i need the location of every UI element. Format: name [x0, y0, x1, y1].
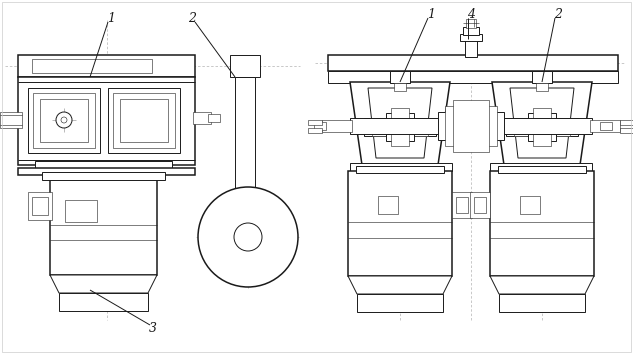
- Bar: [314, 122, 326, 130]
- Polygon shape: [368, 88, 432, 158]
- Bar: [322, 120, 352, 132]
- Bar: [32, 59, 152, 73]
- Bar: [498, 166, 586, 173]
- Bar: [308, 128, 322, 133]
- Bar: [208, 114, 220, 122]
- Bar: [386, 113, 414, 141]
- Bar: [492, 118, 592, 134]
- Bar: [32, 197, 48, 215]
- Bar: [600, 122, 612, 130]
- Bar: [328, 71, 618, 83]
- Circle shape: [234, 223, 262, 251]
- Bar: [620, 120, 633, 125]
- Polygon shape: [490, 276, 594, 294]
- Bar: [328, 55, 618, 71]
- Text: 3: 3: [149, 321, 157, 335]
- Bar: [230, 55, 260, 77]
- Circle shape: [61, 117, 67, 123]
- Bar: [528, 113, 556, 141]
- Bar: [113, 93, 175, 148]
- Bar: [235, 77, 255, 235]
- Bar: [620, 128, 633, 133]
- Bar: [452, 192, 472, 218]
- Bar: [536, 83, 548, 91]
- Bar: [42, 172, 165, 180]
- Bar: [33, 93, 95, 148]
- Bar: [40, 99, 88, 142]
- Bar: [453, 100, 489, 152]
- Bar: [35, 161, 172, 170]
- Bar: [350, 118, 450, 134]
- Polygon shape: [510, 88, 574, 158]
- Bar: [350, 163, 452, 171]
- Bar: [193, 112, 211, 124]
- Polygon shape: [492, 82, 592, 165]
- Bar: [18, 168, 195, 175]
- Bar: [506, 118, 578, 136]
- Polygon shape: [350, 82, 450, 165]
- Polygon shape: [50, 275, 157, 293]
- Circle shape: [56, 112, 72, 128]
- Bar: [520, 196, 540, 214]
- Bar: [490, 171, 594, 276]
- Bar: [490, 163, 592, 171]
- Bar: [348, 171, 452, 276]
- Bar: [532, 71, 552, 83]
- Polygon shape: [348, 276, 452, 294]
- Bar: [108, 88, 180, 153]
- Circle shape: [198, 187, 298, 287]
- Bar: [590, 120, 620, 132]
- Bar: [268, 227, 288, 247]
- Bar: [391, 108, 409, 146]
- Bar: [28, 192, 52, 220]
- Text: 2: 2: [188, 11, 196, 24]
- Bar: [356, 166, 444, 173]
- Text: 1: 1: [107, 11, 115, 24]
- Bar: [18, 55, 195, 77]
- Bar: [390, 71, 410, 83]
- Text: 2: 2: [554, 8, 562, 22]
- Bar: [465, 39, 477, 57]
- Text: 1: 1: [427, 8, 435, 22]
- Bar: [378, 196, 398, 214]
- Bar: [533, 108, 551, 146]
- Bar: [274, 222, 282, 230]
- Bar: [372, 118, 428, 136]
- Bar: [65, 200, 97, 222]
- Bar: [460, 34, 482, 41]
- Bar: [466, 19, 476, 28]
- Bar: [470, 192, 490, 218]
- Bar: [438, 112, 504, 140]
- Bar: [50, 175, 157, 275]
- Bar: [456, 197, 468, 213]
- Bar: [0, 112, 22, 128]
- Bar: [445, 106, 497, 146]
- Bar: [18, 77, 195, 165]
- Bar: [28, 88, 100, 153]
- Bar: [499, 294, 585, 312]
- Bar: [514, 118, 570, 136]
- Bar: [357, 294, 443, 312]
- Bar: [120, 99, 168, 142]
- Bar: [474, 197, 486, 213]
- Bar: [463, 27, 479, 35]
- Bar: [394, 83, 406, 91]
- Bar: [59, 293, 148, 311]
- Bar: [364, 118, 436, 136]
- Text: 4: 4: [467, 8, 475, 22]
- Bar: [308, 120, 322, 125]
